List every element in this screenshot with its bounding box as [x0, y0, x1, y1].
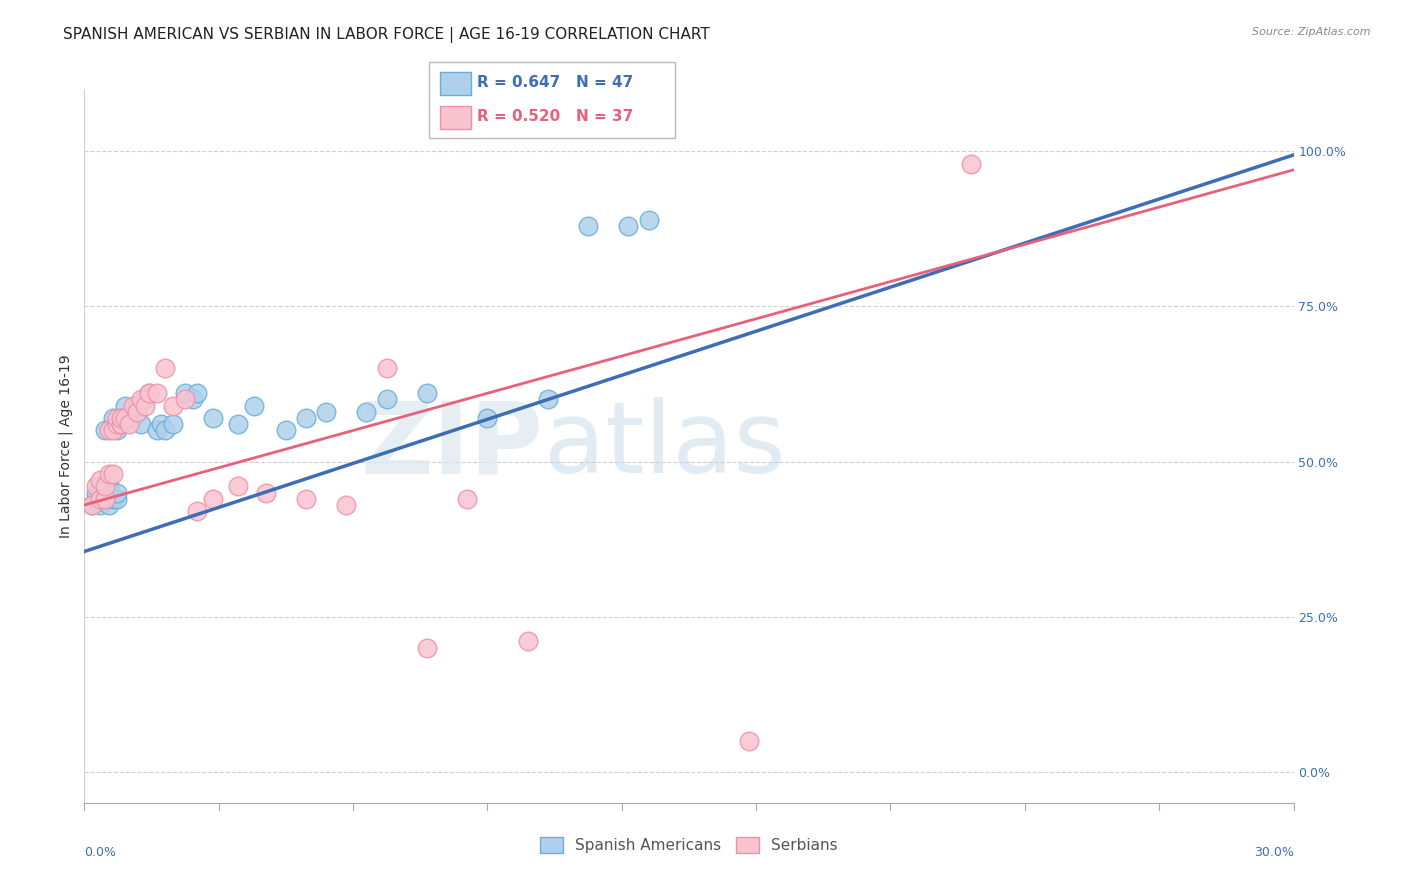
Point	[97, 498, 120, 512]
Point	[202, 411, 225, 425]
Point	[181, 392, 204, 407]
Point	[129, 417, 152, 432]
Point	[110, 411, 132, 425]
Point	[101, 411, 124, 425]
Point	[356, 405, 378, 419]
Point	[114, 411, 136, 425]
Point	[93, 491, 115, 506]
Point	[86, 485, 108, 500]
Point	[110, 417, 132, 432]
Point	[162, 399, 184, 413]
Point	[86, 491, 108, 506]
Text: R = 0.647   N = 47: R = 0.647 N = 47	[477, 76, 633, 90]
Point	[118, 411, 141, 425]
Point	[637, 212, 659, 227]
Point	[416, 386, 439, 401]
Point	[101, 491, 124, 506]
Point	[101, 424, 124, 438]
Text: atlas: atlas	[544, 398, 786, 494]
Point	[125, 399, 148, 413]
Point	[174, 392, 197, 407]
Point	[105, 424, 128, 438]
Text: SPANISH AMERICAN VS SERBIAN IN LABOR FORCE | AGE 16-19 CORRELATION CHART: SPANISH AMERICAN VS SERBIAN IN LABOR FOR…	[63, 27, 710, 43]
Point	[153, 361, 176, 376]
Point	[93, 491, 115, 506]
Point	[146, 386, 169, 401]
Point	[242, 399, 264, 413]
Point	[105, 491, 128, 506]
Point	[146, 424, 169, 438]
Point	[174, 386, 197, 401]
Point	[617, 219, 640, 233]
Point	[105, 485, 128, 500]
Point	[153, 424, 176, 438]
Point	[315, 405, 337, 419]
Point	[254, 485, 277, 500]
Point	[82, 498, 104, 512]
Point	[129, 392, 152, 407]
Point	[375, 392, 398, 407]
Text: Source: ZipAtlas.com: Source: ZipAtlas.com	[1253, 27, 1371, 37]
Point	[738, 733, 761, 747]
Legend: Spanish Americans, Serbians: Spanish Americans, Serbians	[534, 831, 844, 859]
Point	[202, 491, 225, 506]
Point	[226, 479, 249, 493]
Point	[114, 399, 136, 413]
Point	[537, 392, 560, 407]
Point	[186, 386, 208, 401]
Point	[97, 424, 120, 438]
Point	[226, 417, 249, 432]
Point	[121, 399, 143, 413]
Point	[105, 411, 128, 425]
Point	[134, 399, 156, 413]
Point	[97, 467, 120, 481]
Point	[295, 491, 318, 506]
Point	[110, 411, 132, 425]
Point	[375, 361, 398, 376]
Text: R = 0.520   N = 37: R = 0.520 N = 37	[477, 110, 633, 124]
Point	[134, 392, 156, 407]
Point	[105, 417, 128, 432]
Point	[89, 479, 111, 493]
Point	[125, 405, 148, 419]
Point	[89, 498, 111, 512]
Point	[86, 479, 108, 493]
Point	[149, 417, 172, 432]
Point	[162, 417, 184, 432]
Point	[82, 498, 104, 512]
Point	[101, 467, 124, 481]
Text: ZIP: ZIP	[361, 398, 544, 494]
Point	[477, 411, 499, 425]
Point	[89, 491, 111, 506]
Point	[186, 504, 208, 518]
Point	[114, 411, 136, 425]
Point	[576, 219, 599, 233]
Point	[93, 479, 115, 493]
Point	[93, 485, 115, 500]
Point	[89, 473, 111, 487]
Point	[138, 386, 160, 401]
Point	[138, 386, 160, 401]
Text: 30.0%: 30.0%	[1254, 846, 1294, 859]
Point	[335, 498, 357, 512]
Point	[960, 156, 983, 170]
Point	[125, 405, 148, 419]
Point	[118, 417, 141, 432]
Point	[516, 634, 538, 648]
Point	[416, 640, 439, 655]
Point	[274, 424, 297, 438]
Point	[295, 411, 318, 425]
Y-axis label: In Labor Force | Age 16-19: In Labor Force | Age 16-19	[59, 354, 73, 538]
Point	[97, 479, 120, 493]
Point	[93, 424, 115, 438]
Point	[110, 417, 132, 432]
Point	[121, 411, 143, 425]
Text: 0.0%: 0.0%	[84, 846, 117, 859]
Point	[456, 491, 478, 506]
